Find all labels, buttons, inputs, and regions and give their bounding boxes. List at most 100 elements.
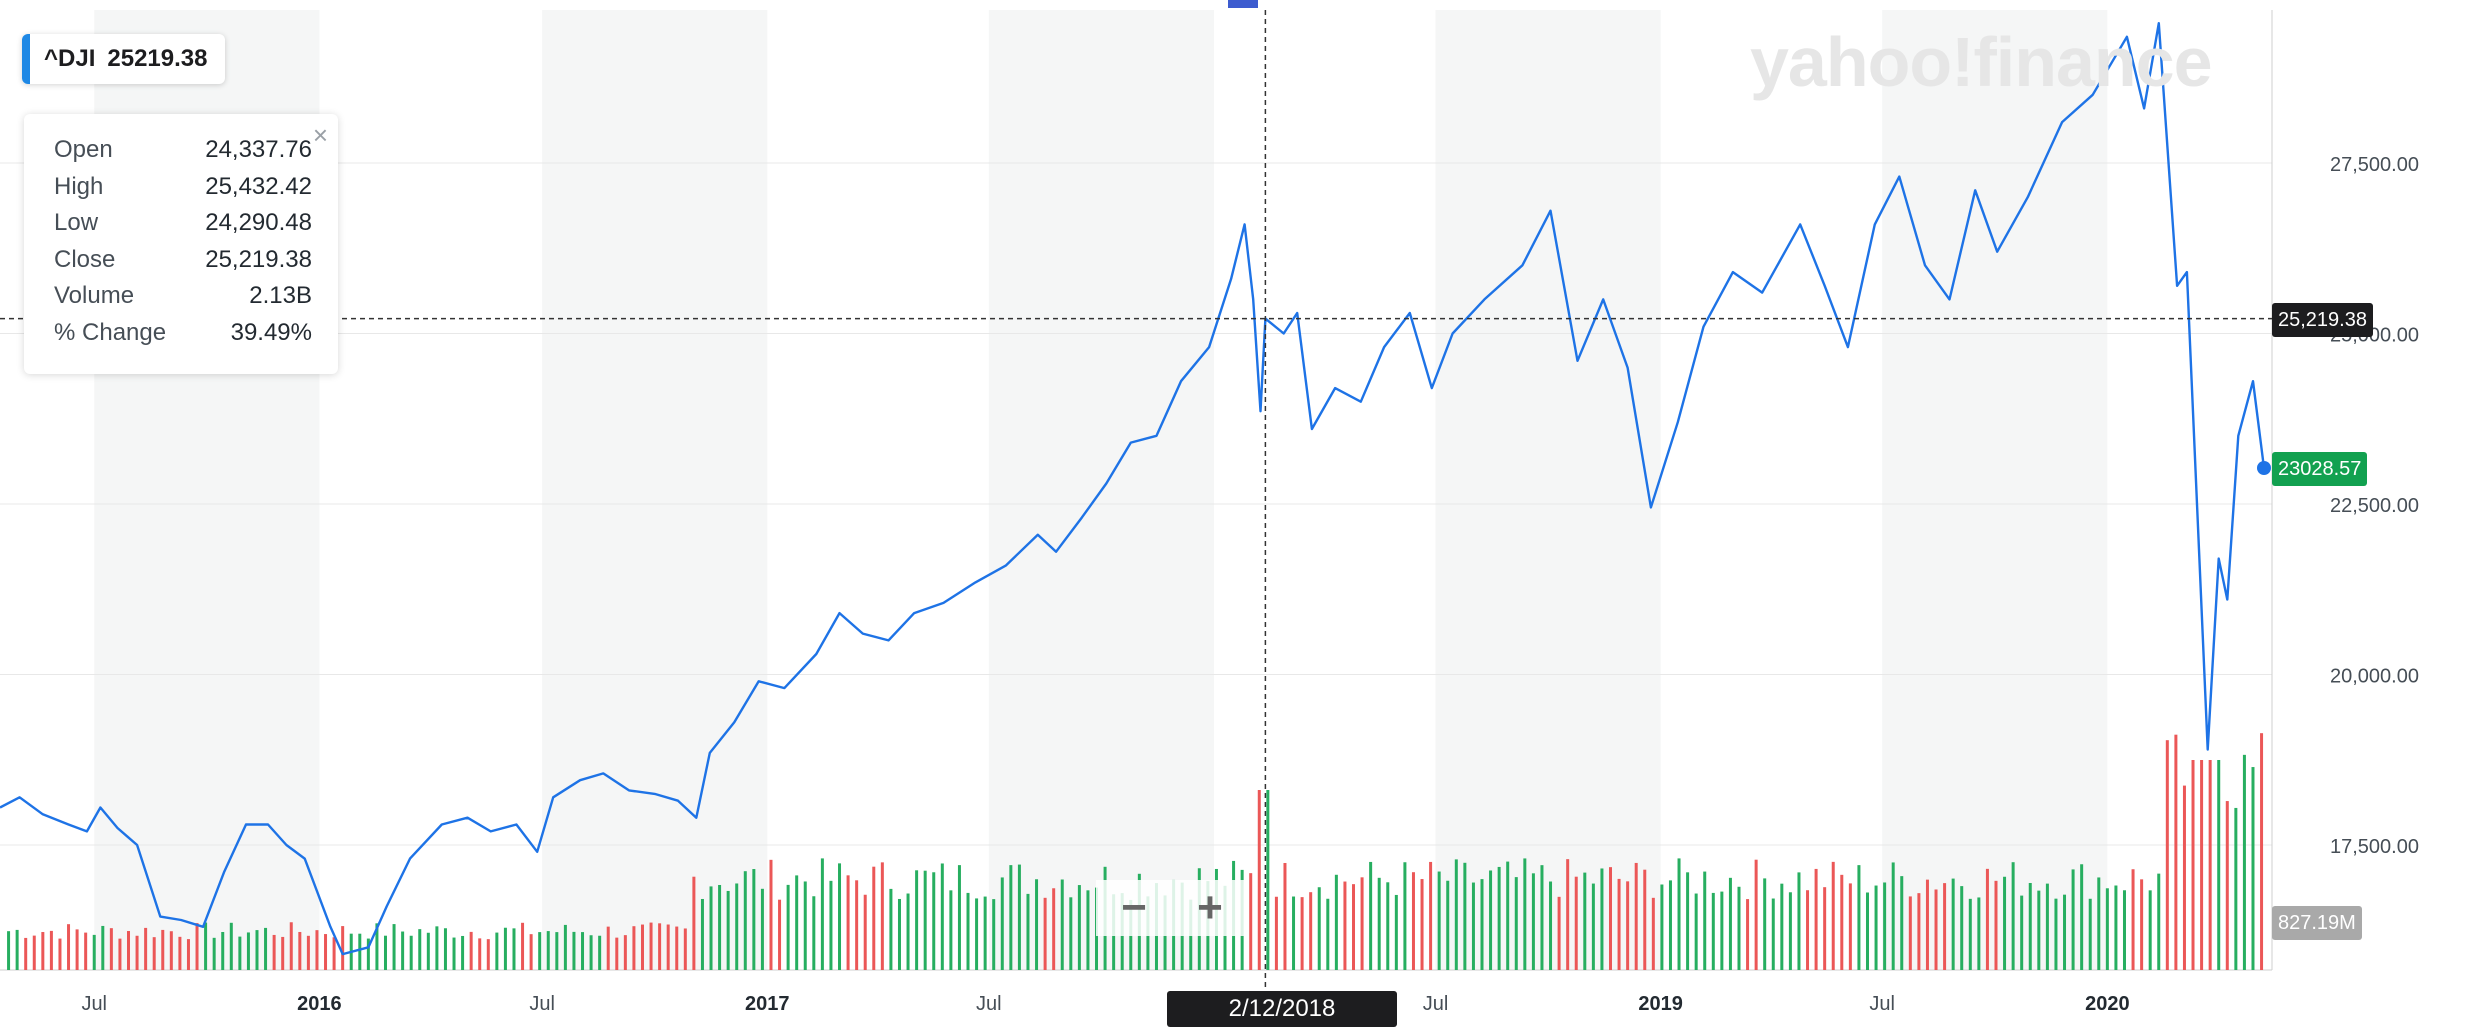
volume-bar — [1506, 862, 1509, 970]
volume-bar — [1977, 897, 1980, 970]
volume-bar — [118, 939, 121, 970]
volume-bar — [1857, 865, 1860, 970]
volume-bar — [24, 938, 27, 970]
range-selector-handle[interactable] — [1228, 0, 1258, 8]
volume-bar — [238, 937, 241, 970]
ohlc-label: Open — [54, 132, 186, 169]
volume-bar — [572, 932, 575, 970]
volume-bar — [170, 931, 173, 970]
y-tick-label: 17,500.00 — [2330, 836, 2419, 858]
close-icon[interactable]: × — [313, 120, 328, 151]
last-volume-label: 827.19M — [2272, 906, 2362, 940]
volume-bar — [410, 936, 413, 970]
volume-bar — [718, 885, 721, 970]
volume-bar — [1652, 898, 1655, 970]
volume-bar — [2192, 760, 2195, 970]
volume-bar — [1815, 869, 1818, 970]
volume-bar — [7, 931, 10, 970]
period-band — [1882, 10, 2107, 970]
zoom-out-button[interactable]: − — [1096, 880, 1172, 936]
volume-bar — [1069, 897, 1072, 970]
volume-bar — [1900, 876, 1903, 970]
volume-bar — [76, 929, 79, 970]
volume-bar — [1301, 897, 1304, 970]
volume-bar — [1592, 884, 1595, 970]
volume-bar — [1429, 862, 1432, 970]
series-color-swatch — [22, 34, 30, 84]
volume-bar — [769, 860, 772, 970]
volume-bar — [2234, 808, 2237, 970]
volume-bar — [984, 897, 987, 970]
volume-bar — [281, 937, 284, 970]
volume-bar — [1540, 865, 1543, 970]
volume-bar — [478, 938, 481, 970]
volume-bar — [1797, 872, 1800, 970]
volume-bar — [1266, 790, 1269, 970]
volume-bar — [1729, 878, 1732, 970]
volume-bar — [1532, 873, 1535, 970]
ohlc-label: Close — [54, 242, 186, 279]
volume-bar — [1643, 870, 1646, 970]
volume-bar — [607, 927, 610, 970]
volume-bar — [1343, 882, 1346, 970]
crosshair-date-label: 2/12/2018 — [1167, 991, 1397, 1027]
zoom-in-button[interactable]: + — [1172, 880, 1248, 936]
volume-bar — [444, 928, 447, 970]
volume-bar — [812, 896, 815, 970]
volume-bar — [136, 936, 139, 970]
ohlc-value: 24,290.48 — [186, 205, 312, 242]
volume-bar — [530, 934, 533, 970]
volume-bar — [1909, 896, 1912, 970]
volume-bar — [2200, 760, 2203, 970]
volume-bar — [949, 890, 952, 970]
volume-bar — [2209, 760, 2212, 970]
volume-bar — [1558, 897, 1561, 970]
volume-bar — [881, 862, 884, 970]
ticker-badge[interactable]: ^DJI 25219.38 — [22, 34, 225, 84]
volume-bar — [2003, 877, 2006, 970]
x-tick-label: 2019 — [1638, 993, 1683, 1015]
volume-bar — [915, 870, 918, 970]
volume-bar — [778, 900, 781, 970]
volume-bar — [101, 926, 104, 970]
volume-bar — [2114, 886, 2117, 970]
volume-bar — [2157, 874, 2160, 970]
ohlc-label: % Change — [54, 315, 186, 352]
volume-bar — [93, 935, 96, 970]
volume-bar — [1446, 881, 1449, 970]
volume-bar — [701, 899, 704, 970]
volume-bar — [2166, 740, 2169, 970]
volume-bar — [1943, 883, 1946, 970]
volume-bar — [2089, 899, 2092, 970]
volume-bar — [1566, 859, 1569, 970]
volume-bar — [1463, 863, 1466, 970]
volume-bar — [804, 881, 807, 970]
volume-bar — [1789, 892, 1792, 970]
volume-bar — [872, 867, 875, 970]
volume-bar — [1249, 873, 1252, 970]
volume-bar — [847, 875, 850, 970]
volume-bar — [2020, 896, 2023, 970]
volume-bar — [2046, 884, 2049, 970]
volume-bar — [1369, 862, 1372, 970]
y-tick-label: 27,500.00 — [2330, 154, 2419, 176]
volume-bar — [2260, 733, 2263, 970]
volume-bar — [1892, 862, 1895, 970]
volume-bar — [1481, 879, 1484, 970]
volume-bar — [50, 931, 53, 970]
volume-bar — [538, 932, 541, 970]
volume-bar — [761, 889, 764, 970]
volume-bar — [384, 936, 387, 970]
volume-bar — [1969, 899, 1972, 970]
volume-bar — [487, 939, 490, 970]
volume-bar — [1720, 892, 1723, 970]
volume-bar — [1849, 883, 1852, 970]
ohlc-value: 2.13B — [186, 278, 312, 315]
volume-bar — [667, 925, 670, 970]
period-band — [542, 10, 767, 970]
volume-bar — [1378, 878, 1381, 970]
volume-bar — [924, 871, 927, 970]
volume-bar — [547, 931, 550, 970]
